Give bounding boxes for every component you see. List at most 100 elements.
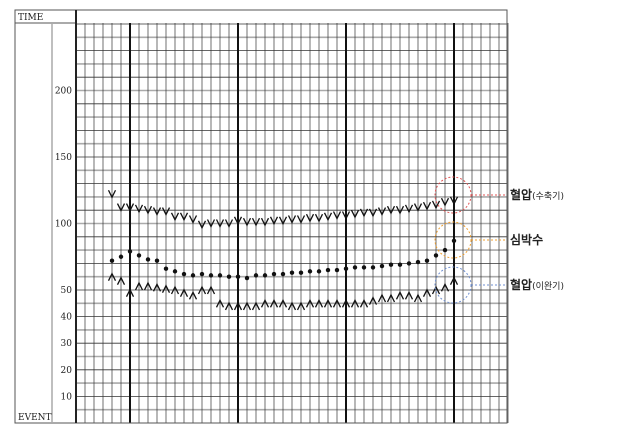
heart-rate-point: [217, 273, 223, 278]
systolic-bp-point: [125, 203, 135, 212]
diastolic-bp-point: [395, 290, 405, 300]
heart-rate-point: [451, 238, 457, 243]
diastolic-bp-point: [197, 285, 207, 295]
diastolic-bp-point: [278, 298, 288, 308]
systolic-bp-point: [377, 207, 387, 216]
heart-rate-point: [424, 258, 430, 263]
diastolic-bp-point: [368, 296, 378, 305]
systolic-bp-point: [314, 213, 324, 223]
diastolic-bp-point: [179, 288, 189, 297]
y-tick-label: 10: [61, 392, 73, 402]
y-tick-label: 40: [61, 313, 73, 323]
heart-rate-point: [172, 269, 178, 274]
legend-label: 심박수: [510, 232, 543, 247]
diastolic-bp-point: [413, 293, 423, 303]
systolic-bp-point: [449, 191, 459, 206]
systolic-bp-point: [332, 211, 342, 220]
systolic-bp-point: [215, 219, 225, 228]
heart-rate-point: [199, 271, 205, 277]
diastolic-bp-point: [404, 290, 414, 300]
diastolic-bp-point: [251, 301, 261, 311]
heart-rate-point: [415, 259, 421, 265]
heart-rate-point: [433, 253, 439, 258]
heart-rate-point: [316, 269, 322, 274]
chart-frame: [14, 9, 508, 424]
diastolic-bp-point: [323, 298, 333, 308]
diastolic-bp-point: [242, 301, 252, 311]
diastolic-bp-point: [233, 301, 243, 311]
data-marks: [107, 189, 459, 311]
y-tick-labels: 10 20 30 40 50 100 150 200: [55, 87, 72, 403]
systolic-bp-point: [395, 205, 405, 215]
systolic-bp-point: [341, 211, 351, 220]
systolic-bp-point: [260, 217, 270, 227]
diastolic-bp-point: [440, 282, 450, 292]
diastolic-bp-point: [206, 285, 216, 295]
systolic-bp-point: [242, 217, 252, 227]
systolic-bp-point: [152, 207, 162, 216]
systolic-bp-point: [116, 203, 126, 212]
heart-rate-point: [406, 261, 412, 266]
legend-label-main: 혈압: [510, 277, 532, 292]
heart-rate-point: [280, 271, 286, 277]
legend-label-main: 심박수: [510, 232, 543, 247]
heart-rate-point: [109, 258, 115, 263]
diastolic-bp-point: [332, 298, 342, 308]
diastolic-bp-point: [224, 301, 234, 311]
heart-rate-point: [289, 270, 295, 275]
diastolic-bp-point: [269, 298, 279, 308]
systolic-bp-point: [179, 212, 189, 222]
event-label: EVENT: [18, 413, 52, 423]
y-tick-label: 20: [61, 366, 73, 376]
systolic-bp-point: [233, 216, 243, 226]
heart-rate-point: [181, 271, 187, 277]
heart-rate-point: [244, 275, 250, 281]
systolic-bp-point: [305, 213, 315, 223]
heart-rate-point: [262, 273, 268, 278]
heart-rate-point: [163, 266, 169, 271]
systolic-bp-point: [350, 209, 360, 219]
systolic-bp-point: [107, 189, 117, 199]
diastolic-bp-point: [359, 298, 369, 308]
diastolic-bp-point: [350, 298, 360, 308]
y-tick-label: 30: [61, 339, 73, 349]
heart-rate-point: [388, 262, 394, 267]
diastolic-bp-point: [161, 284, 171, 293]
y-tick-label: 50: [61, 286, 73, 296]
systolic-bp-point: [431, 200, 441, 210]
systolic-bp-point: [161, 207, 171, 216]
systolic-bp-point: [143, 205, 153, 215]
systolic-bp-point: [251, 217, 261, 227]
diastolic-bp-point: [143, 281, 153, 291]
systolic-bp-point: [368, 208, 378, 218]
legend-label: 혈압(이완기): [510, 277, 564, 292]
heart-rate-point: [298, 270, 304, 275]
heart-rate-point: [361, 265, 367, 270]
y-tick-label: 100: [55, 220, 72, 230]
systolic-bp-point: [359, 208, 369, 218]
diastolic-bp-point: [134, 281, 144, 291]
diastolic-bp-point: [188, 290, 198, 300]
time-label: TIME: [18, 13, 43, 23]
legend-label-sub: (수축기): [532, 191, 564, 202]
legend-label: 혈압(수축기): [510, 187, 564, 202]
heart-rate-point: [271, 271, 277, 277]
systolic-bp-point: [422, 201, 432, 211]
heart-rate-point: [226, 274, 232, 279]
diastolic-bp-point: [152, 282, 162, 292]
systolic-bp-point: [269, 216, 279, 226]
diastolic-bp-point: [449, 276, 459, 290]
diastolic-bp-point: [170, 285, 180, 295]
heart-rate-point: [127, 249, 133, 254]
diastolic-bp-point: [341, 298, 351, 308]
heart-rate-point: [379, 263, 385, 269]
heart-rate-point: [325, 267, 331, 273]
heart-rate-point: [442, 247, 448, 253]
systolic-bp-point: [386, 205, 396, 215]
heart-rate-point: [343, 266, 349, 271]
systolic-bp-point: [206, 219, 216, 228]
y-tick-label: 200: [55, 87, 72, 97]
diastolic-bp-point: [287, 301, 297, 311]
